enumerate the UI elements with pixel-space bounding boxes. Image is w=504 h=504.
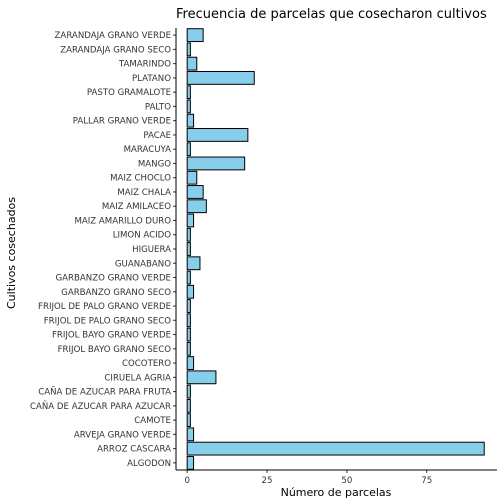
bar — [186, 56, 198, 71]
bar — [186, 384, 191, 399]
bar — [186, 113, 195, 128]
bar — [186, 256, 201, 271]
bar — [186, 299, 191, 313]
bar — [186, 42, 191, 57]
bar — [186, 242, 191, 256]
x-tick-label: 0 — [184, 476, 189, 486]
bar — [186, 356, 195, 370]
category-label: MAIZ AMILACEO — [102, 202, 171, 212]
category-label: FRIJOL DE PALO GRANO SECO — [44, 316, 172, 326]
bar — [186, 70, 255, 85]
bar — [186, 455, 195, 470]
x-ticks-group: 0 25 50 75 — [184, 470, 432, 486]
category-label: PALTO — [145, 102, 171, 112]
category-label: PALLAR GRANO VERDE — [73, 117, 171, 127]
bar — [186, 199, 207, 214]
category-label: CAÑA DE AZUCAR PARA FRUTA — [38, 387, 171, 398]
bar — [186, 270, 191, 285]
bar — [186, 441, 485, 456]
bar — [186, 227, 191, 242]
category-label: GARBANZO GRANO VERDE — [55, 274, 171, 284]
category-label: FRIJOL DE PALO GRANO VERDE — [38, 302, 171, 312]
category-label: CAÑA DE AZUCAR PARA AZUCAR — [30, 401, 171, 412]
category-label: GUANABANO — [115, 259, 171, 269]
category-label: COCOTERO — [122, 359, 171, 369]
bar — [186, 370, 217, 385]
chart-title: Frecuencia de parcelas que cosecharon cu… — [176, 7, 487, 22]
category-label: HIGUERA — [132, 245, 171, 255]
category-label: ALGODON — [127, 459, 171, 469]
category-label: MAIZ CHALA — [117, 188, 171, 198]
category-label: CIRUELA AGRIA — [104, 373, 171, 383]
bar — [186, 170, 198, 185]
bar — [186, 327, 191, 342]
category-label: PLATANO — [132, 74, 171, 84]
bar — [186, 284, 195, 299]
bar — [186, 28, 204, 43]
category-label: LIMON ACIDO — [113, 231, 172, 241]
category-label: MAIZ CHOCLO — [110, 174, 171, 184]
bar — [186, 142, 191, 157]
category-label: MANGO — [138, 159, 171, 169]
category-label: CAMOTE — [134, 416, 171, 426]
category-label: ARROZ CASCARA — [97, 445, 171, 455]
bar — [186, 398, 191, 413]
category-label: PACAE — [143, 131, 171, 141]
category-label: FRIJOL BAYO GRANO VERDE — [52, 331, 171, 341]
category-label: MAIZ AMARILLO DURO — [74, 216, 171, 226]
category-label: TAMARINDO — [118, 60, 171, 70]
bar — [186, 427, 195, 442]
bar — [186, 99, 191, 114]
bar — [186, 156, 246, 171]
bar — [186, 185, 204, 199]
bar — [186, 85, 191, 100]
bar — [186, 413, 191, 428]
category-label: ZARANDAJA GRANO VERDE — [55, 31, 171, 41]
bar — [186, 128, 249, 142]
x-axis-label: Número de parcelas — [281, 486, 392, 499]
category-label: MARACUYA — [124, 145, 172, 155]
bars-group — [186, 28, 485, 470]
x-tick-label: 25 — [262, 476, 273, 486]
bar — [186, 213, 195, 228]
category-labels-group: ALGODON ARROZ CASCARA ARVEJA GRANO VERDE CA… — [30, 31, 176, 469]
category-label: ARVEJA GRANO VERDE — [74, 430, 171, 440]
bar — [186, 341, 191, 356]
category-label: PASTO GRAMALOTE — [87, 88, 171, 98]
category-label: GARBANZO GRANO SECO — [61, 288, 171, 298]
x-tick-label: 75 — [421, 476, 432, 486]
category-label: ZARANDAJA GRANO SECO — [60, 45, 171, 55]
bar — [186, 313, 191, 328]
x-tick-label: 50 — [341, 476, 352, 486]
category-label: FRIJOL BAYO GRANO SECO — [58, 345, 172, 355]
y-axis-label: Cultivos cosechados — [5, 197, 18, 309]
